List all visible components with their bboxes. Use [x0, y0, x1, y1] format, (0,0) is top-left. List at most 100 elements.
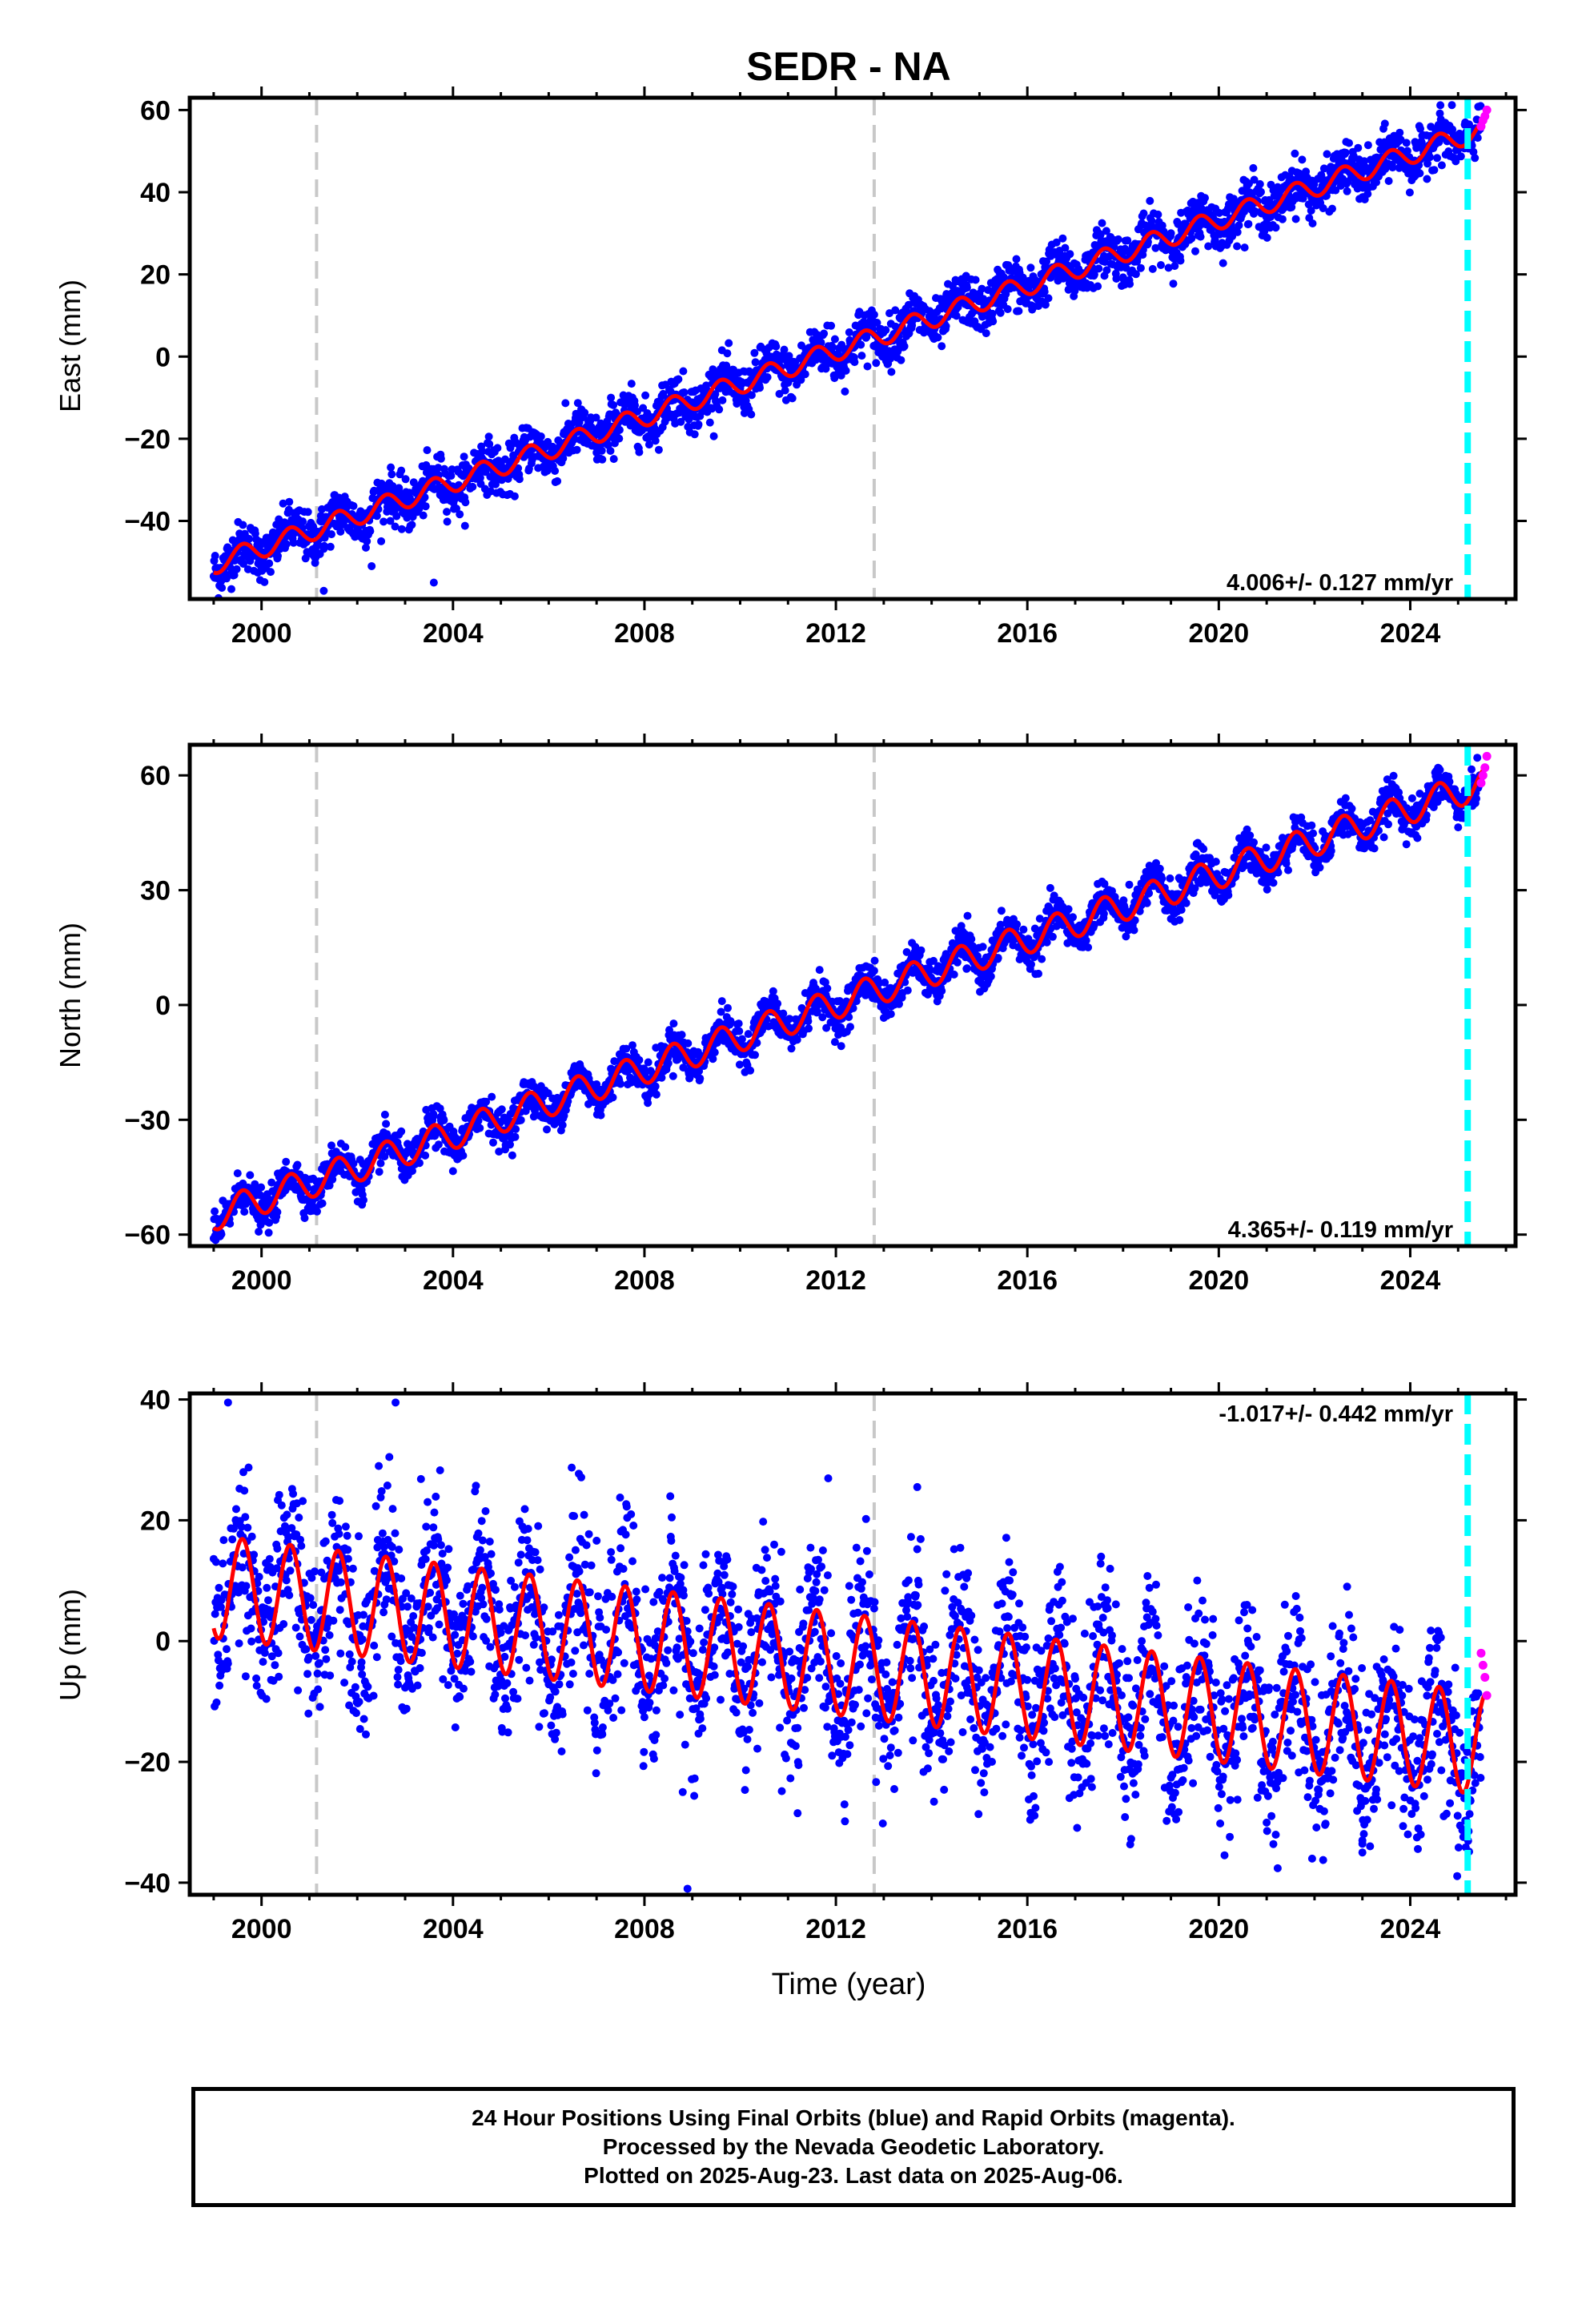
north-data-point [1064, 905, 1073, 914]
north-data-point [434, 1140, 443, 1149]
north-data-point [382, 1120, 391, 1128]
east-data-point [1310, 180, 1319, 189]
east-data-point [1343, 187, 1351, 195]
east-data-point [1319, 204, 1327, 212]
east-x-tick-label: 2012 [805, 618, 866, 649]
east-data-point [1323, 150, 1331, 159]
east-outlier-point [607, 393, 616, 402]
north-data-point [869, 967, 878, 975]
east-data-point [1094, 282, 1102, 291]
east-data-point [881, 326, 890, 335]
east-data-point [1169, 279, 1178, 288]
east-data-point [1147, 217, 1156, 225]
east-data-point [501, 455, 509, 464]
north-data-point [1262, 843, 1271, 852]
north-data-point [558, 1120, 567, 1129]
north-data-point [497, 1105, 506, 1114]
east-data-point [1345, 139, 1353, 147]
east-y-tick-label: 20 [140, 260, 171, 291]
north-data-point [737, 1035, 746, 1043]
east-data-point [368, 494, 377, 502]
east-data-point [1164, 263, 1173, 272]
east-data-point [1146, 196, 1154, 205]
north-data-point [787, 1044, 796, 1053]
north-data-point [735, 1027, 744, 1035]
east-y-tick-label: 60 [140, 95, 171, 126]
east-data-point [1415, 169, 1424, 178]
north-data-point [397, 1127, 406, 1136]
east-data-point [651, 436, 660, 445]
east-data-point [725, 339, 733, 348]
east-data-point [797, 376, 805, 384]
east-data-point [461, 498, 470, 507]
north-data-point [962, 964, 971, 973]
east-data-point [420, 493, 429, 501]
north-data-point [543, 1125, 551, 1134]
east-data-point [1042, 257, 1051, 266]
north-data-point [724, 1003, 732, 1012]
east-data-point [1437, 161, 1446, 170]
north-data-point [779, 1009, 788, 1018]
east-data-point [1123, 236, 1132, 245]
east-data-point [763, 373, 772, 381]
east-data-point [223, 574, 231, 583]
east-y-tick-label: −40 [124, 507, 171, 537]
east-panel: East (mm) 2000 2004 2008 2012 2016 2020 2024−4… [54, 86, 1527, 649]
east-data-point [401, 475, 410, 484]
east-data-point [436, 454, 445, 463]
north-data-point [217, 1230, 226, 1239]
north-data-point [793, 1035, 801, 1044]
north-data-point [734, 1019, 743, 1028]
north-data-point [986, 972, 995, 981]
east-rapid-orbit-point [1482, 105, 1492, 115]
north-data-point [1142, 899, 1151, 907]
east-data-point [232, 565, 241, 573]
north-data-point [903, 986, 912, 995]
east-data-point [1094, 264, 1103, 273]
east-data-point [1122, 263, 1130, 272]
north-data-point [376, 1159, 385, 1168]
north-data-point [448, 1167, 457, 1176]
north-data-point [950, 970, 958, 979]
north-data-point [677, 1031, 686, 1039]
east-data-point [996, 308, 1005, 317]
east-data-point [709, 432, 718, 440]
north-data-point [1084, 943, 1093, 951]
north-data-point [1069, 913, 1077, 922]
north-data-point [233, 1169, 242, 1178]
east-data-point [680, 388, 689, 396]
east-data-point [227, 585, 235, 593]
east-data-point [635, 448, 644, 456]
north-data-point [644, 1099, 652, 1108]
east-data-point [841, 387, 849, 396]
east-data-point [828, 343, 837, 352]
north-data-point [1030, 924, 1039, 933]
east-data-point [1304, 200, 1313, 209]
east-data-point [1430, 166, 1439, 175]
north-data-point [1125, 880, 1134, 889]
east-data-point [679, 367, 688, 376]
east-data-point [289, 538, 298, 547]
east-data-point [303, 508, 312, 517]
east-data-point [386, 517, 395, 525]
north-data-point [938, 987, 946, 995]
east-data-point [510, 492, 519, 501]
east-data-point [561, 399, 570, 408]
east-data-point [408, 521, 416, 529]
east-data-point [1174, 219, 1182, 228]
north-data-point [1269, 879, 1278, 887]
north-data-point [804, 1017, 813, 1026]
east-data-point [279, 499, 287, 508]
east-y-tick-label: 40 [140, 178, 171, 208]
east-data-point [821, 364, 830, 373]
east-data-point [718, 396, 727, 404]
east-y-tick-label: −20 [124, 424, 171, 455]
north-data-point [489, 1138, 497, 1147]
east-data-point [862, 332, 871, 341]
east-data-point [443, 508, 451, 517]
east-data-point [615, 425, 624, 434]
east-data-point [245, 534, 254, 543]
east-data-point [387, 463, 396, 472]
east-data-point [362, 543, 370, 552]
